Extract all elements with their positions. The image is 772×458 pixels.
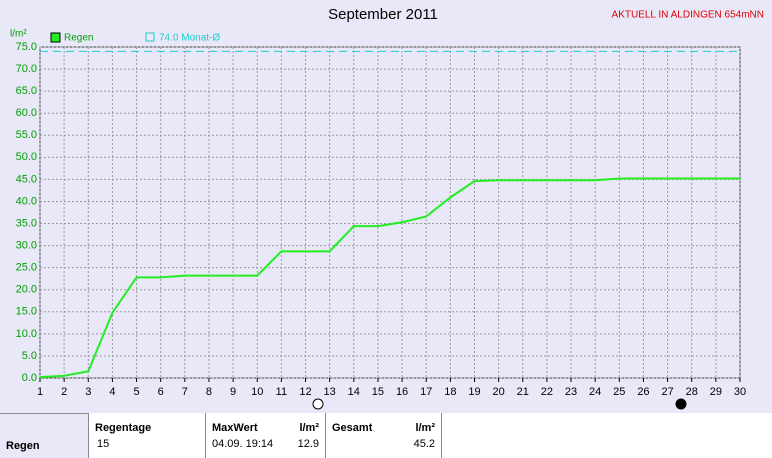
y-tick-label: 50.0 <box>16 151 37 163</box>
y-tick-label: 0.0 <box>22 372 37 384</box>
subtitle: AKTUELL IN ALDINGEN 654mNN <box>612 10 764 21</box>
y-tick-label: 20.0 <box>16 284 37 296</box>
x-tick-label: 28 <box>686 386 698 398</box>
x-tick-label: 20 <box>492 386 504 398</box>
y-tick-label: 75.0 <box>16 41 37 53</box>
x-tick-label: 9 <box>230 386 236 398</box>
y-tick-label: 40.0 <box>16 195 37 207</box>
x-tick-label: 19 <box>468 386 480 398</box>
y-tick-label: 60.0 <box>16 107 37 119</box>
row-label-cell: Regen <box>0 413 88 458</box>
x-tick-label: 15 <box>372 386 384 398</box>
y-tick-label: 15.0 <box>16 306 37 318</box>
y-tick-label: 30.0 <box>16 240 37 252</box>
legend-label: Regen <box>64 33 93 44</box>
y-axis-label: l/m² <box>10 29 27 40</box>
empty-cell <box>441 413 772 458</box>
chart: September 2011 AKTUELL IN ALDINGEN 654mN… <box>10 6 764 410</box>
full-moon-icon <box>312 398 324 410</box>
y-tick-label: 65.0 <box>16 85 37 97</box>
new-moon-icon <box>675 398 687 410</box>
y-tick-label: 35.0 <box>16 217 37 229</box>
x-tick-label: 5 <box>133 386 139 398</box>
x-tick-label: 25 <box>613 386 625 398</box>
x-tick-label: 18 <box>444 386 456 398</box>
x-tick-label: 30 <box>734 386 746 398</box>
x-tick-label: 4 <box>109 386 115 398</box>
unit: l/m² <box>415 422 435 434</box>
y-tick-label: 10.0 <box>16 328 37 340</box>
x-tick-label: 24 <box>589 386 601 398</box>
x-tick-label: 3 <box>85 386 91 398</box>
header: MaxWert <box>212 422 258 434</box>
x-tick-label: 2 <box>61 386 67 398</box>
value: 15 <box>97 438 110 450</box>
x-tick-label: 8 <box>206 386 212 398</box>
time: 04.09. 19:14 <box>212 438 274 450</box>
x-tick-label: 12 <box>299 386 311 398</box>
series-line <box>39 177 740 379</box>
x-tick-label: 26 <box>637 386 649 398</box>
y-tick-label: 45.0 <box>16 173 37 185</box>
x-tick-label: 1 <box>37 386 43 398</box>
y-tick-label: 55.0 <box>16 129 37 141</box>
legend-swatch <box>50 32 61 43</box>
legend-label: 74.0 Monat-Ø <box>159 33 220 44</box>
x-tick-label: 29 <box>710 386 722 398</box>
plot-frame <box>39 46 741 379</box>
legend-swatch <box>145 32 155 42</box>
x-tick-label: 13 <box>324 386 336 398</box>
regentage-cell: Regentage 15 <box>88 413 205 458</box>
chart-title: September 2011 <box>328 6 438 23</box>
x-tick-label: 7 <box>182 386 188 398</box>
x-tick-label: 16 <box>396 386 408 398</box>
unit: l/m² <box>299 422 319 434</box>
x-tick-label: 21 <box>517 386 529 398</box>
x-tick-label: 17 <box>420 386 432 398</box>
maxwert-cell: MaxWert l/m² 04.09. 19:14 12.9 <box>205 413 325 458</box>
x-tick-label: 14 <box>348 386 360 398</box>
header: Gesamt <box>332 422 373 434</box>
y-tick-label: 25.0 <box>16 262 37 274</box>
row-label: Regen <box>6 440 40 452</box>
value: 12.9 <box>297 438 319 450</box>
x-tick-label: 27 <box>661 386 673 398</box>
header: Regentage <box>95 422 152 434</box>
x-tick-label: 23 <box>565 386 577 398</box>
gesamt-cell: Gesamt l/m² 45.2 <box>325 413 441 458</box>
value: 45.2 <box>413 438 435 450</box>
x-tick-label: 22 <box>541 386 553 398</box>
y-tick-label: 70.0 <box>16 63 37 75</box>
y-tick-label: 5.0 <box>22 350 37 362</box>
x-tick-label: 10 <box>251 386 263 398</box>
x-tick-label: 11 <box>276 386 287 398</box>
x-tick-label: 6 <box>158 386 164 398</box>
